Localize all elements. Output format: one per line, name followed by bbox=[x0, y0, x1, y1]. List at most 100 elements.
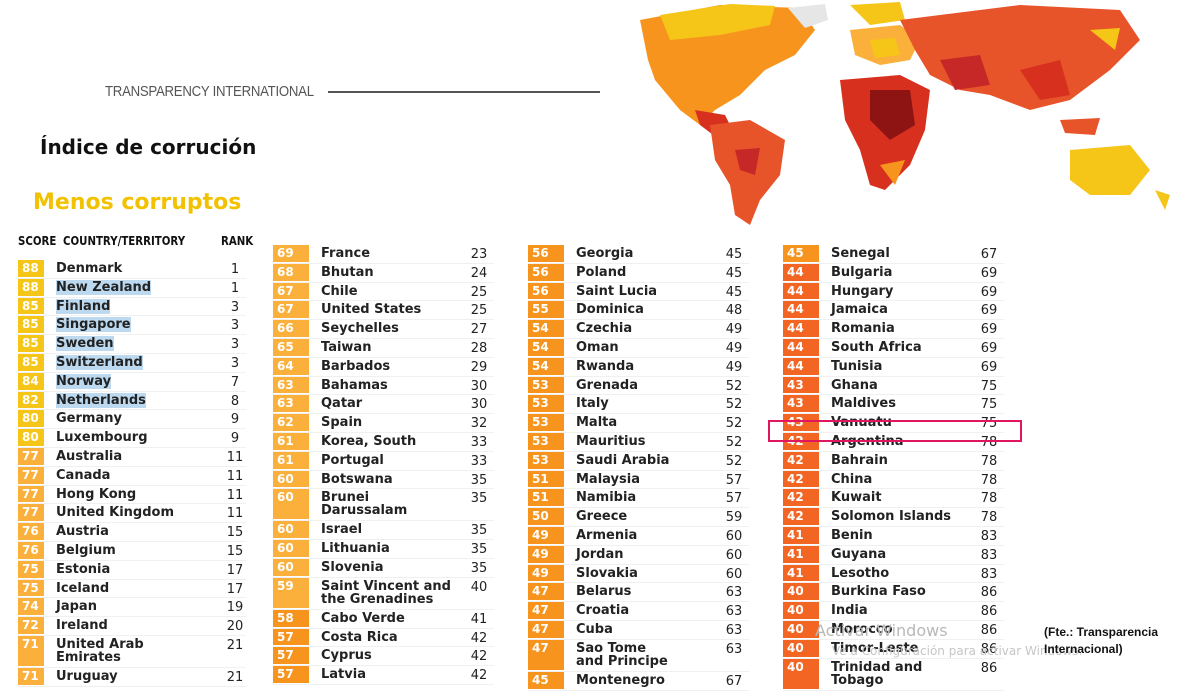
rank-cell: 35 bbox=[470, 472, 488, 488]
country-name: Saint Vincent and the Grenadines bbox=[321, 578, 451, 607]
country-cell: Bahrain bbox=[819, 452, 974, 467]
country-name: Uruguay bbox=[56, 668, 118, 684]
ranking-row: 59 Saint Vincent and the Grenadines 40 bbox=[273, 577, 494, 610]
score-cell: 67 bbox=[273, 301, 309, 319]
country-cell: Lithuania bbox=[309, 540, 464, 555]
score-cell: 60 bbox=[273, 558, 309, 576]
country-name: Georgia bbox=[576, 246, 634, 261]
score-cell: 85 bbox=[18, 335, 44, 352]
ranking-row: 53 Grenada 52 bbox=[528, 376, 749, 396]
rank-cell: 35 bbox=[470, 542, 488, 558]
world-map-image bbox=[640, 2, 1170, 225]
ranking-row: 54 Rwanda 49 bbox=[528, 357, 749, 377]
country-cell: Latvia bbox=[309, 666, 464, 681]
ranking-row: 85 Switzerland 3 bbox=[18, 353, 246, 373]
rank-cell: 35 bbox=[470, 560, 488, 576]
ranking-row: 68 Bhutan 24 bbox=[273, 263, 494, 283]
country-cell: Ireland bbox=[44, 617, 224, 632]
score-cell: 85 bbox=[18, 316, 44, 334]
country-cell: Korea, South bbox=[309, 433, 464, 448]
country-cell: France bbox=[309, 245, 464, 260]
score-cell: 44 bbox=[783, 357, 819, 375]
ranking-row: 44 Hungary 69 bbox=[783, 282, 1004, 302]
country-name: Brunei Darussalam bbox=[321, 490, 408, 519]
ranking-row: 76 Austria 15 bbox=[18, 523, 246, 542]
score-cell: 56 bbox=[528, 263, 564, 281]
score-cell: 60 bbox=[273, 470, 309, 488]
score-cell: 60 bbox=[273, 521, 309, 539]
ranking-row: 42 China 78 bbox=[783, 470, 1004, 490]
country-name: Bhutan bbox=[321, 264, 374, 280]
rank-cell: 24 bbox=[470, 265, 488, 281]
country-name: Costa Rica bbox=[321, 629, 398, 645]
country-cell: Montenegro bbox=[564, 672, 719, 687]
country-cell: Benin bbox=[819, 527, 974, 542]
rank-cell: 11 bbox=[226, 468, 244, 484]
score-cell: 74 bbox=[18, 598, 44, 616]
score-cell: 47 bbox=[528, 620, 564, 638]
score-cell: 57 bbox=[273, 647, 309, 665]
country-name: Singapore bbox=[56, 317, 131, 333]
ranking-row: 41 Benin 83 bbox=[783, 526, 1004, 546]
rank-cell: 15 bbox=[226, 525, 244, 541]
country-name: Mauritius bbox=[576, 433, 646, 449]
score-cell: 88 bbox=[18, 278, 44, 296]
country-cell: Slovakia bbox=[564, 565, 719, 580]
country-cell: Germany bbox=[44, 410, 224, 425]
country-cell: Croatia bbox=[564, 602, 719, 617]
ranking-row: 40 Morocco 86 bbox=[783, 620, 1004, 640]
country-name: Morocco bbox=[831, 621, 893, 637]
ranking-row: 56 Poland 45 bbox=[528, 263, 749, 283]
rank-cell: 49 bbox=[725, 322, 743, 338]
divider bbox=[328, 91, 600, 93]
country-cell: Iceland bbox=[44, 580, 224, 595]
country-name: Burkina Faso bbox=[831, 584, 926, 600]
ranking-row: 71 United Arab Emirates 21 bbox=[18, 635, 246, 668]
country-name: United States bbox=[321, 302, 422, 318]
rank-cell: 63 bbox=[725, 604, 743, 620]
country-name: Poland bbox=[576, 264, 627, 280]
rank-cell: 45 bbox=[725, 247, 743, 262]
country-cell: Guyana bbox=[819, 546, 974, 561]
ranking-row: 63 Qatar 30 bbox=[273, 395, 494, 415]
country-cell: Estonia bbox=[44, 561, 224, 576]
score-cell: 80 bbox=[18, 429, 44, 446]
ranking-row: 77 Canada 11 bbox=[18, 466, 246, 486]
score-cell: 40 bbox=[783, 658, 819, 689]
country-cell: Canada bbox=[44, 467, 224, 482]
country-name: Italy bbox=[576, 396, 609, 412]
country-cell: Jamaica bbox=[819, 301, 974, 316]
country-name: India bbox=[831, 603, 868, 619]
rank-cell: 11 bbox=[226, 506, 244, 522]
ranking-column-4: 45 Senegal 67 44 Bulgaria 69 44 Hungary 69 44 Jama… bbox=[783, 245, 1004, 691]
rank-cell: 29 bbox=[470, 359, 488, 375]
score-cell: 47 bbox=[528, 602, 564, 619]
rank-cell: 78 bbox=[980, 434, 998, 450]
country-name: Malta bbox=[576, 415, 618, 431]
country-cell: Botswana bbox=[309, 471, 464, 486]
rank-cell: 69 bbox=[980, 340, 998, 356]
rank-cell: 48 bbox=[725, 303, 743, 319]
rank-cell: 30 bbox=[470, 378, 488, 394]
ranking-row: 60 Israel 35 bbox=[273, 521, 494, 541]
country-cell: Czechia bbox=[564, 320, 719, 335]
rank-cell: 3 bbox=[230, 299, 240, 315]
rank-cell: 67 bbox=[725, 673, 743, 689]
ranking-row: 54 Czechia 49 bbox=[528, 320, 749, 339]
score-cell: 40 bbox=[783, 583, 819, 601]
ranking-row: 75 Estonia 17 bbox=[18, 560, 246, 580]
score-cell: 85 bbox=[18, 297, 44, 315]
ranking-row: 57 Costa Rica 42 bbox=[273, 628, 494, 648]
header-country: COUNTRY/TERRITORY bbox=[63, 234, 186, 248]
country-name: Namibia bbox=[576, 490, 637, 506]
ranking-row: 53 Italy 52 bbox=[528, 395, 749, 415]
country-cell: Tunisia bbox=[819, 358, 974, 373]
score-cell: 71 bbox=[18, 635, 44, 666]
rank-cell: 15 bbox=[226, 543, 244, 559]
country-cell: Ghana bbox=[819, 377, 974, 392]
country-name: Canada bbox=[56, 467, 111, 483]
score-cell: 44 bbox=[783, 338, 819, 356]
score-cell: 55 bbox=[528, 301, 564, 319]
country-name: Taiwan bbox=[321, 339, 372, 355]
rank-cell: 41 bbox=[470, 611, 488, 627]
